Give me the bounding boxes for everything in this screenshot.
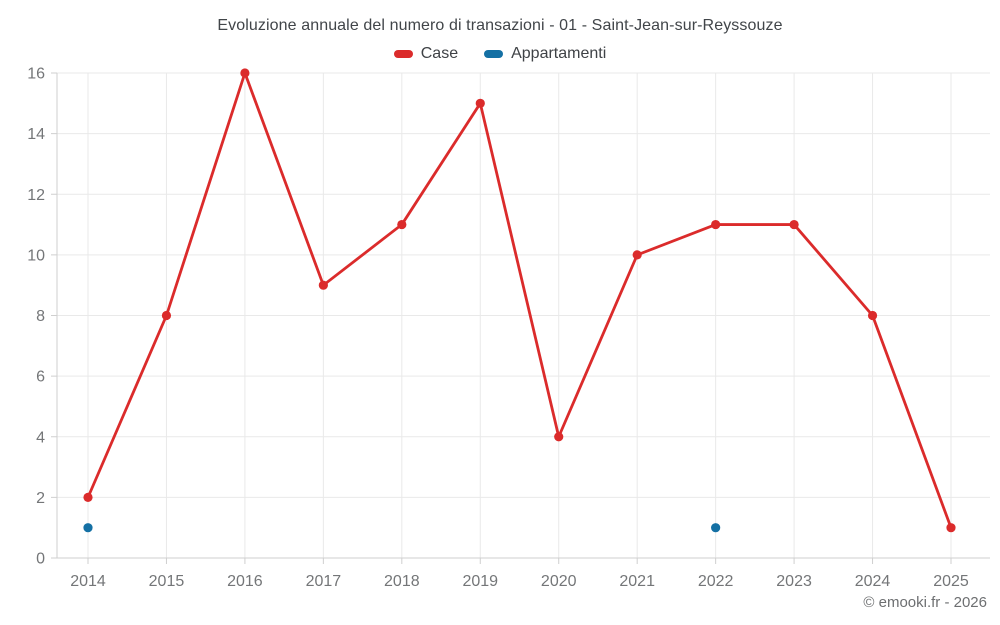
x-axis-label: 2023 bbox=[776, 573, 812, 590]
data-point-case-2015[interactable] bbox=[161, 310, 172, 321]
y-axis-label: 16 bbox=[27, 66, 45, 83]
y-axis-label: 14 bbox=[27, 126, 45, 143]
legend-swatch-appartamenti-icon bbox=[484, 50, 504, 58]
data-point-case-2014[interactable] bbox=[83, 492, 93, 502]
x-axis-label: 2025 bbox=[933, 573, 969, 590]
chart-legend: Case Appartamenti bbox=[0, 45, 1000, 63]
data-point-case-2020[interactable] bbox=[554, 432, 564, 442]
data-point-case-2023[interactable] bbox=[789, 219, 799, 230]
data-point-case-2022[interactable] bbox=[711, 219, 721, 230]
x-axis-label: 2020 bbox=[541, 573, 577, 590]
data-point-appartamenti-2014[interactable] bbox=[83, 523, 93, 533]
x-axis-label: 2018 bbox=[384, 573, 420, 590]
y-axis-label: 12 bbox=[27, 187, 45, 204]
x-axis-label: 2021 bbox=[619, 573, 655, 590]
data-point-case-2019[interactable] bbox=[475, 98, 485, 108]
series-line-case bbox=[86, 71, 953, 530]
y-axis-label: 2 bbox=[36, 490, 45, 507]
data-point-appartamenti-2022[interactable] bbox=[711, 523, 721, 533]
legend-label-case: Case bbox=[420, 45, 459, 62]
legend-swatch-case-icon bbox=[393, 50, 413, 58]
legend-item-case[interactable]: Case bbox=[393, 45, 459, 63]
y-axis-label: 8 bbox=[36, 308, 45, 325]
y-axis-label: 6 bbox=[36, 369, 45, 386]
x-axis-label: 2022 bbox=[698, 573, 734, 590]
y-axis-label: 4 bbox=[36, 429, 45, 446]
x-axis-label: 2016 bbox=[227, 573, 263, 590]
copyright-text: © emooki.fr - 2026 bbox=[863, 594, 987, 611]
data-point-case-2021[interactable] bbox=[632, 250, 642, 260]
x-axis-label: 2019 bbox=[462, 573, 498, 590]
x-axis-label: 2014 bbox=[70, 573, 106, 590]
chart-title: Evoluzione annuale del numero di transaz… bbox=[217, 17, 783, 34]
data-point-case-2017[interactable] bbox=[318, 280, 328, 290]
y-axis-label: 0 bbox=[36, 551, 45, 568]
data-point-case-2018[interactable] bbox=[397, 219, 407, 230]
data-point-case-2016[interactable] bbox=[240, 68, 250, 78]
data-point-case-2025[interactable] bbox=[946, 523, 956, 533]
y-axis-label: 10 bbox=[27, 247, 45, 264]
x-axis-label: 2024 bbox=[855, 573, 891, 590]
legend-item-appartamenti[interactable]: Appartamenti bbox=[484, 45, 606, 63]
legend-label-appartamenti: Appartamenti bbox=[511, 45, 607, 62]
x-axis-label: 2015 bbox=[149, 573, 185, 590]
x-axis-label: 2017 bbox=[306, 573, 342, 590]
data-point-case-2024[interactable] bbox=[867, 310, 878, 321]
